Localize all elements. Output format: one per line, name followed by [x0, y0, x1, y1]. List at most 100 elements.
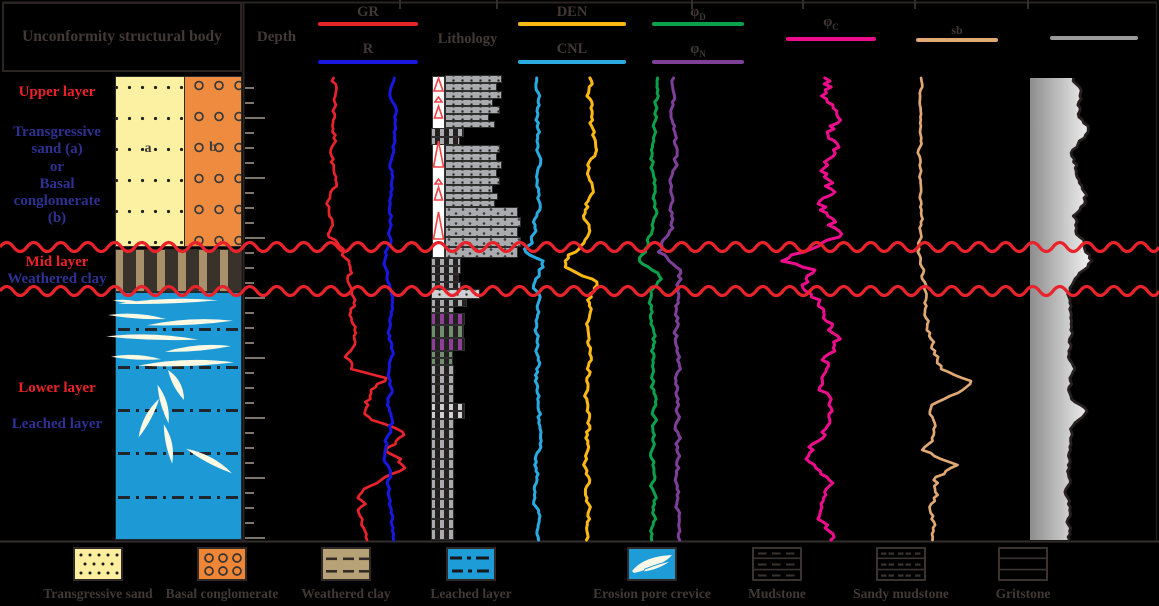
upper-layer-label: Upper layer — [18, 84, 96, 100]
gritstone-swatch — [998, 547, 1048, 581]
lithology-block — [445, 83, 497, 91]
cnl-curve-label: CNL — [556, 41, 588, 57]
lithology-block — [431, 439, 454, 449]
lithology-block — [445, 114, 489, 121]
lithology-block — [445, 200, 495, 207]
lithology-block — [445, 91, 502, 99]
lithology-block — [431, 358, 453, 365]
legend-label: Erosion pore crevice — [593, 586, 711, 601]
lithology-block — [431, 325, 464, 338]
dashes-swatch — [321, 547, 371, 581]
unconformity-header-box: Unconformity structural body — [2, 2, 242, 72]
den-legend-line — [518, 22, 626, 26]
lithology-block — [431, 338, 465, 351]
phi-c-legend-line — [786, 37, 876, 41]
mid-layer-label: Mid layer — [25, 254, 89, 270]
legend-item: Leached layer — [391, 547, 551, 602]
legend-item: Basal conglomerate — [142, 547, 302, 602]
r-legend-line — [318, 60, 418, 64]
r-curve — [382, 76, 399, 542]
phi-n-curve-label: φN — [690, 41, 706, 59]
lithology-block — [431, 459, 454, 469]
leached-dashdot-line — [118, 409, 239, 412]
phi-n-legend-line — [652, 60, 744, 64]
amplitude-trace-curve — [1063, 77, 1094, 541]
phi_d-curve — [637, 76, 663, 542]
column-b-label: b — [209, 140, 217, 155]
sandy-swatch — [876, 547, 926, 581]
cnl-legend-line — [518, 60, 626, 64]
lithology-block — [431, 351, 453, 358]
lithology-triangle-strip — [432, 76, 445, 258]
amplitude-track-band — [1030, 78, 1092, 540]
lithology-block — [445, 75, 502, 83]
sb-legend-line — [916, 38, 998, 42]
lithology-block — [431, 489, 454, 499]
lithology-block — [445, 153, 497, 161]
lithology-block — [431, 266, 461, 274]
phi_n-curve — [656, 76, 683, 542]
lithology-block — [431, 258, 461, 266]
lithology-block — [445, 121, 495, 128]
unconformity-title: Unconformity structural body — [22, 28, 222, 45]
gr-legend-line — [318, 22, 418, 26]
legend-label: Leached layer — [430, 586, 512, 601]
lithology-block — [431, 529, 454, 540]
lithology-block — [431, 128, 464, 137]
transgressive-sand-column — [115, 76, 185, 247]
lithology-block — [445, 106, 500, 114]
dots-swatch — [73, 547, 123, 581]
legend-item: Erosion pore crevice — [572, 547, 732, 602]
lithology-block — [431, 289, 480, 299]
den-curve-label: DEN — [556, 4, 588, 20]
column-a-label: a — [144, 141, 152, 156]
legend-item: Gritstone — [943, 547, 1103, 602]
mudstone-swatch — [752, 547, 802, 581]
circles-swatch — [197, 547, 247, 581]
lithology-block — [445, 185, 493, 193]
legend-label: Gritstone — [995, 586, 1051, 601]
lithology-column-header: Lithology — [437, 31, 498, 47]
lithology-block — [431, 394, 454, 403]
lower-layer-label: Lower layer — [18, 380, 96, 396]
lithology-block — [431, 499, 454, 509]
lithology-block — [431, 449, 454, 459]
leached-layer-label: Leached layer — [11, 416, 103, 432]
lithology-block — [431, 375, 454, 384]
lithology-block — [431, 274, 459, 282]
phi-c-curve-label: φC — [823, 14, 839, 32]
lithology-block — [431, 479, 454, 489]
lithology-block — [445, 237, 521, 247]
phi_c-curve — [780, 76, 844, 542]
lithology-block — [445, 99, 493, 106]
lithology-block — [445, 145, 500, 153]
lithology-block — [431, 384, 454, 394]
lithology-block — [431, 419, 454, 429]
weathered-clay-label: Weathered clay — [7, 271, 107, 287]
lithology-block — [445, 247, 518, 258]
lithology-block — [431, 307, 454, 313]
legend-item: Transgressive sand — [18, 547, 178, 602]
transgressive-basal-label: Transgressive sand (a) or Basal conglome… — [13, 124, 101, 227]
lithology-block — [431, 519, 454, 529]
lithology-block — [431, 137, 460, 145]
legend-label: Weathered clay — [301, 586, 391, 601]
lithology-block — [431, 469, 454, 479]
lithology-block — [445, 177, 500, 185]
amplitude-legend-line — [1050, 36, 1138, 40]
basal-conglomerate-column — [184, 76, 242, 247]
r-curve-label: R — [362, 41, 374, 57]
legend-label: Sandy mudstone — [853, 586, 949, 601]
leached-dashdot-line — [118, 496, 239, 499]
gr-curve-label: GR — [357, 4, 379, 20]
lithology-block — [431, 282, 461, 289]
lithology-block — [445, 227, 518, 237]
phi-d-legend-line — [652, 22, 744, 26]
legend-item: Weathered clay — [266, 547, 426, 602]
sb-curve — [916, 76, 973, 542]
legend-item: Mudstone — [697, 547, 857, 602]
leached-dashdot-line — [118, 452, 239, 455]
depth-column-header: Depth — [256, 29, 297, 45]
legend-label: Transgressive sand — [43, 586, 153, 601]
